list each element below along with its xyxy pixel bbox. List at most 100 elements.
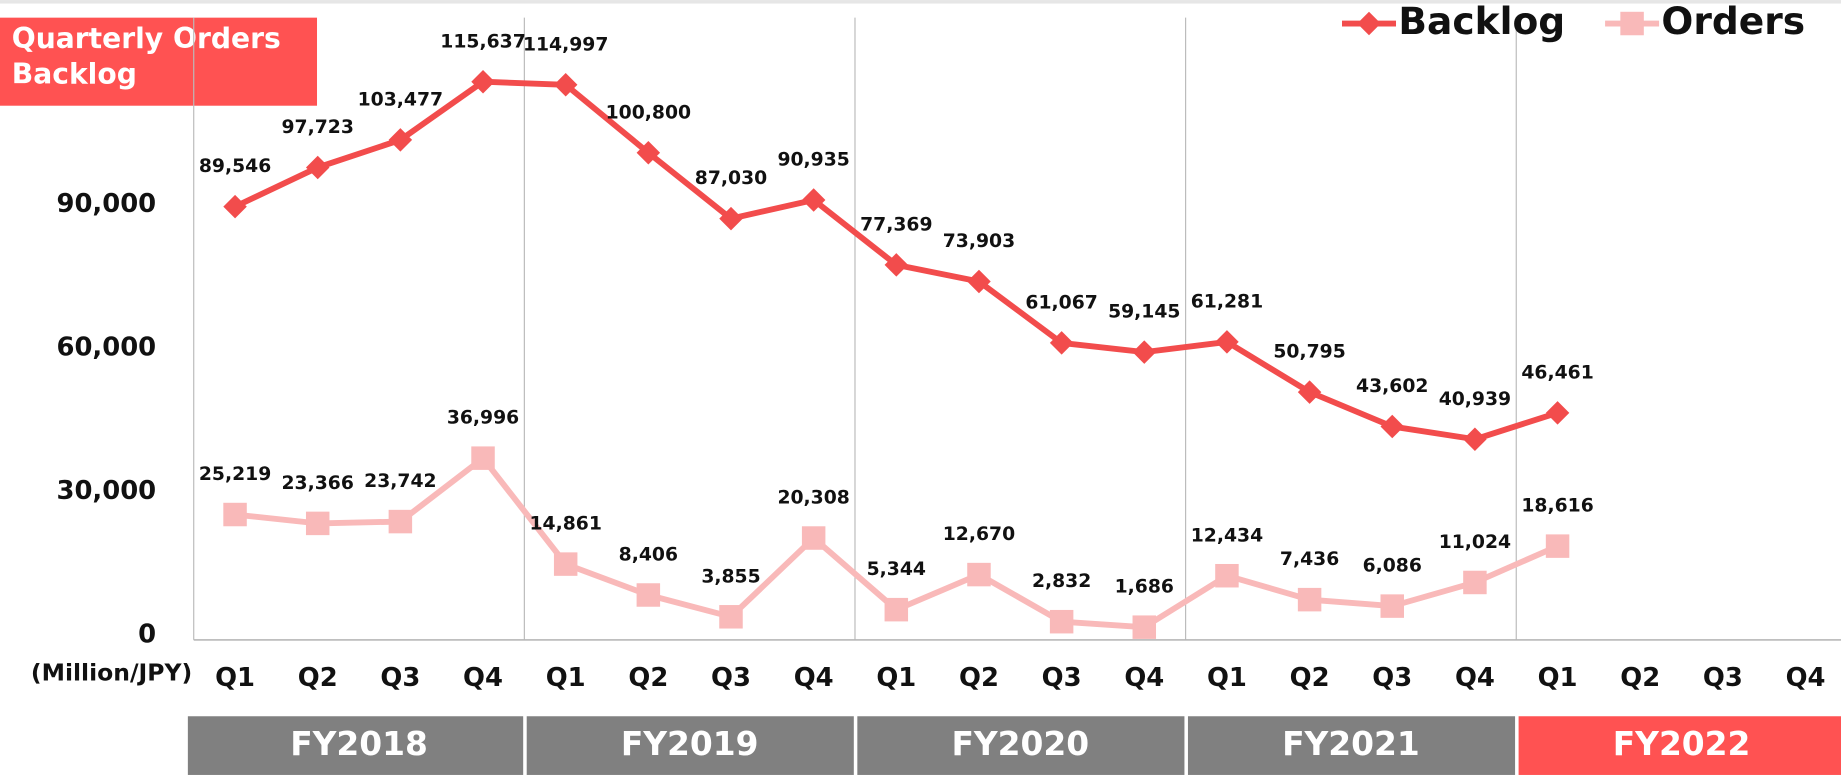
- data-label: 73,903: [943, 231, 1015, 252]
- x-tick-label: Q2: [1620, 663, 1660, 693]
- point: [967, 562, 991, 587]
- x-tick-label: Q4: [794, 663, 834, 693]
- point: [1132, 615, 1157, 639]
- data-label: 43,602: [1356, 376, 1428, 397]
- data-label: 18,616: [1521, 496, 1593, 517]
- point: [719, 206, 743, 231]
- group-band: [1518, 716, 1841, 775]
- group-band: [187, 716, 524, 775]
- point: [553, 552, 578, 576]
- point: [223, 194, 247, 219]
- group-label: FY2019: [621, 724, 759, 763]
- data-label: 25,219: [199, 464, 271, 485]
- x-tick-label: Q4: [1124, 663, 1164, 693]
- point: [1463, 570, 1487, 595]
- point: [1380, 414, 1404, 439]
- data-label: 90,935: [777, 150, 849, 171]
- chart-title: Quarterly Orders Backlog: [11, 22, 281, 91]
- point: [471, 69, 495, 94]
- data-label: 12,670: [943, 524, 1015, 545]
- data-label: 100,800: [606, 102, 691, 123]
- point: [1545, 534, 1570, 558]
- point: [1463, 427, 1487, 452]
- data-label: 61,067: [1025, 293, 1097, 314]
- data-label: 36,996: [447, 408, 519, 429]
- data-label: 20,308: [777, 488, 849, 509]
- legend-label: Orders: [1661, 0, 1805, 43]
- y-tick-label: 90,000: [56, 189, 156, 219]
- group-band: [857, 716, 1185, 775]
- point: [636, 583, 661, 607]
- group-band: [526, 716, 854, 775]
- x-tick-label: Q3: [1703, 663, 1743, 693]
- point: [1545, 401, 1570, 425]
- data-label: 61,281: [1191, 291, 1263, 312]
- x-tick-label: Q3: [380, 663, 420, 693]
- point: [967, 269, 991, 294]
- point: [884, 597, 909, 622]
- point: [1215, 563, 1239, 588]
- data-label: 89,546: [199, 156, 271, 177]
- x-tick-label: Q2: [298, 663, 338, 693]
- data-label: 8,406: [619, 545, 678, 566]
- x-tick-label: Q2: [959, 663, 999, 693]
- data-label: 115,637: [440, 31, 525, 52]
- data-label: 103,477: [358, 89, 443, 110]
- group-band: [1187, 716, 1516, 775]
- point: [1215, 330, 1239, 354]
- data-label: 23,366: [282, 473, 354, 494]
- x-tick-label: Q4: [1786, 663, 1826, 693]
- data-label: 50,795: [1273, 342, 1345, 363]
- data-label: 1,686: [1115, 577, 1174, 598]
- x-tick-label: Q4: [1455, 663, 1495, 693]
- data-label: 5,344: [867, 559, 926, 580]
- data-label: 12,434: [1191, 525, 1263, 546]
- x-tick-label: Q2: [1290, 663, 1330, 693]
- point: [1132, 340, 1157, 364]
- point: [223, 502, 247, 527]
- group-label: FY2022: [1613, 724, 1751, 763]
- title-holder: Quarterly Orders Backlog: [11, 22, 281, 91]
- x-tick-label: Q1: [546, 663, 586, 693]
- x-tick-label: Q1: [1207, 663, 1247, 693]
- data-label: 2,832: [1032, 571, 1091, 592]
- x-axis-label: (Million/JPY): [31, 658, 192, 686]
- data-label: 6,086: [1363, 556, 1422, 577]
- point: [388, 509, 413, 534]
- x-tick-label: Q1: [1538, 663, 1578, 693]
- x-tick-label: Q3: [1042, 663, 1082, 693]
- point: [1049, 609, 1074, 634]
- data-label: 46,461: [1521, 362, 1593, 383]
- x-tick-label: Q3: [1372, 663, 1412, 693]
- point: [1380, 594, 1404, 618]
- legend-label: Backlog: [1398, 0, 1565, 43]
- x-tick-label: Q2: [628, 663, 668, 693]
- point: [884, 253, 909, 277]
- data-label: 23,742: [364, 471, 436, 492]
- point: [719, 605, 743, 629]
- data-label: 40,939: [1439, 389, 1511, 410]
- top-strip: [0, 0, 1841, 4]
- y-tick-label: 30,000: [56, 476, 156, 506]
- point: [553, 73, 578, 97]
- point: [305, 511, 330, 536]
- data-label: 97,723: [282, 117, 354, 138]
- data-label: 87,030: [695, 168, 767, 189]
- data-label: 59,145: [1108, 302, 1180, 323]
- x-tick-label: Q4: [463, 663, 503, 693]
- title-box: [0, 17, 318, 106]
- x-tick-label: Q1: [215, 663, 255, 693]
- point: [801, 188, 826, 212]
- point: [305, 155, 330, 180]
- point: [636, 140, 661, 165]
- x-tick-label: Q3: [711, 663, 751, 693]
- point: [388, 128, 413, 152]
- legend-marker: [1620, 11, 1644, 36]
- data-label: 11,024: [1439, 532, 1511, 553]
- y-tick-label: 0: [138, 620, 156, 650]
- legend-marker: [1357, 11, 1381, 36]
- data-label: 7,436: [1280, 549, 1339, 570]
- group-label: FY2021: [1282, 724, 1420, 763]
